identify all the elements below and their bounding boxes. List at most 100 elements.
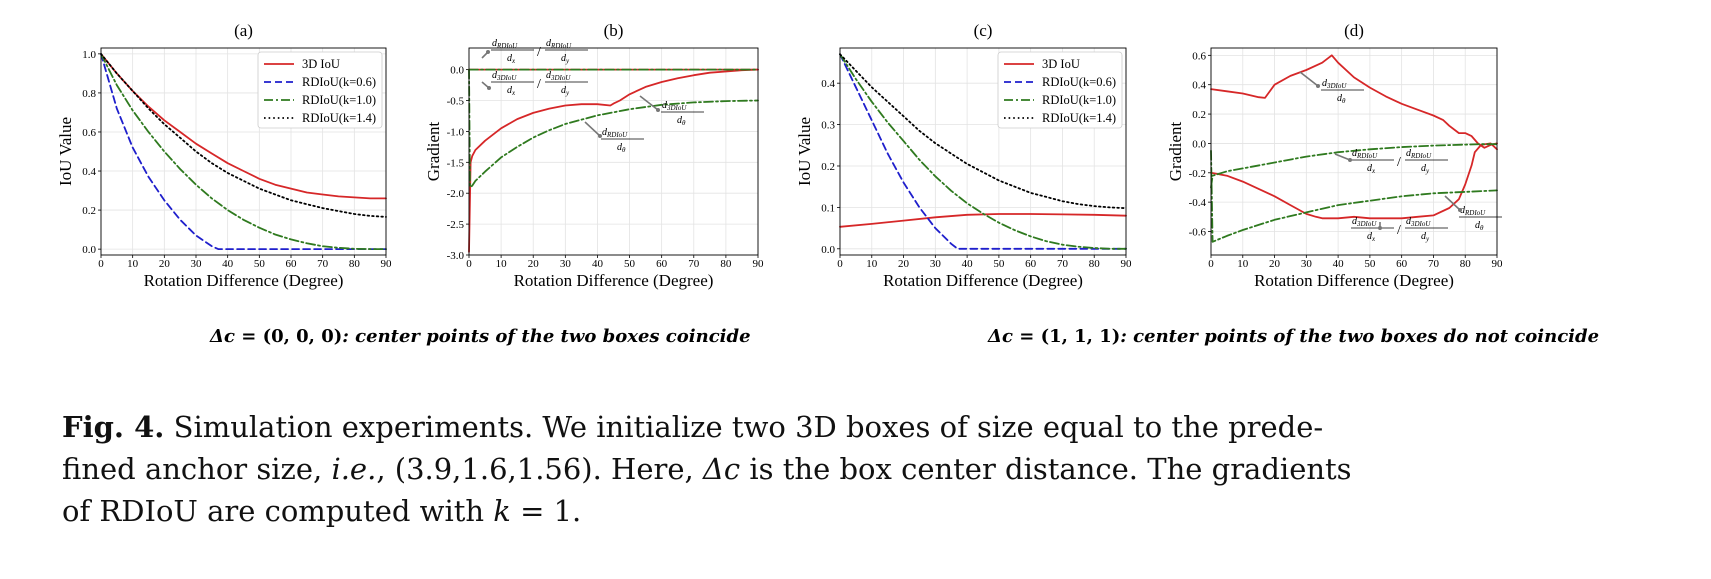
annotation-denominator: dx [507,53,516,65]
y-tick-label: 0.2 [82,205,96,217]
y-tick-label: 0.6 [1192,50,1206,62]
x-tick-label: 60 [1025,258,1037,270]
caption-line-2: fined anchor size, i.e., (3.9,1.6,1.56).… [62,448,1662,490]
y-tick-label: -2.0 [447,188,465,200]
x-tick-label: 10 [1237,258,1249,270]
annotation-arrow [1334,153,1351,161]
panel-d: 0 10 20 30 40 50 60 70 80 90 0.6 0.4 0.2 0.0 -0.2 -0.4 -… [1166,21,1503,290]
caption-figure-label: Fig. 4. [62,410,165,444]
x-tick-label: 30 [930,258,942,270]
annotation-numerator-2: dRDIoU [1406,148,1432,160]
x-axis-label: Rotation Difference (Degree) [1254,271,1454,290]
legend-label: RDIoU(k=1.0) [1042,93,1116,107]
plot-frame [100,47,387,256]
y-tick-label: 0.1 [821,202,835,214]
y-tick-label: -0.6 [1189,227,1207,239]
legend-label: RDIoU(k=1.0) [302,93,376,107]
annotation-denominator: dθ [617,142,626,154]
y-tick-label: 0.4 [1192,80,1206,92]
x-tick-label: 50 [993,258,1005,270]
y-tick-label: 0.6 [82,127,96,139]
x-tick-label: 90 [1492,258,1504,270]
x-tick-label: 80 [720,258,732,270]
annotation-numerator-2: d3DIoU [1406,216,1431,228]
panel-title: (b) [604,21,624,40]
caption-line-1: Fig. 4. Simulation experiments. We initi… [62,406,1662,448]
gradient-annotation: d3DIoU dx / d3DIoU dy [491,70,588,97]
y-tick-label: 0.2 [821,161,835,173]
annotation-numerator-2: d3DIoU [546,70,571,82]
legend-label: 3D IoU [1042,57,1080,71]
annotation-arrow [639,95,659,111]
x-tick-label: 40 [1333,258,1345,270]
x-tick-label: 10 [866,258,878,270]
x-axis-label: Rotation Difference (Degree) [883,271,1083,290]
gradient-annotation: d3DIoU dθ [1321,78,1364,105]
annotation-arrow [1444,195,1461,211]
series-line-curve-1 [468,68,759,188]
fraction-slash: / [537,77,541,92]
condition-left-vector: (0, 0, 0) [262,326,343,347]
annotation-numerator: d3DIoU [1352,216,1377,228]
series-line-3d-iou [100,53,387,200]
y-tick-label: 1.0 [82,49,96,61]
series-line-rdiou-k-0-6- [100,53,387,251]
annotation-numerator-2: dRDIoU [546,38,572,50]
caption-text-2d: Δc [702,452,741,486]
legend-label: RDIoU(k=0.6) [1042,75,1116,89]
annotation-arrowhead [1378,226,1382,230]
y-tick-label: 0.0 [450,65,464,77]
y-tick-label: -3.0 [447,250,465,262]
x-tick-label: 80 [1089,258,1101,270]
series-line-curve-3 [1210,149,1498,243]
panel-a: 0 10 20 30 40 50 60 70 80 90 0.0 0.2 0.4 0.6 0.8 1.0 (a)… [56,21,392,290]
series-line-curve-2 [1210,143,1498,189]
legend: 3D IoU RDIoU(k=0.6) RDIoU(k=1.0) RDIoU(k=1.… [997,51,1123,129]
x-tick-label: 30 [560,258,572,270]
x-tick-label: 60 [1396,258,1408,270]
annotation-arrow [1299,71,1319,87]
y-tick-label: 0.4 [821,78,835,90]
x-tick-label: 70 [317,258,329,270]
figure-caption: Fig. 4. Simulation experiments. We initi… [62,406,1662,532]
annotation-denominator: dθ [1475,220,1484,232]
panel-b: 0 10 20 30 40 50 60 70 80 90 0.0 -0.5 -1.0 -1.5 -2.0 -2… [424,21,764,290]
x-tick-label: 20 [159,258,171,270]
y-tick-label: 0.8 [82,88,96,100]
caption-text-2e: is the box center distance. The gradient… [740,452,1352,486]
gradient-annotation: dRDIoU dθ [1459,205,1502,232]
x-tick-label: 0 [1208,258,1214,270]
x-tick-label: 70 [688,258,700,270]
condition-right-desc: : center points of the two boxes do not … [1120,326,1600,347]
y-tick-label: 0.4 [82,166,96,178]
annotation-denominator-2: dy [1421,163,1430,175]
series-line-rdiou-k-1-0- [100,53,387,251]
y-tick-label: -1.0 [447,126,465,138]
x-tick-label: 40 [962,258,974,270]
fraction-slash: / [537,45,541,60]
annotation-numerator: d3DIoU [662,100,687,112]
panel-title: (a) [234,21,253,40]
annotation-denominator: dx [1367,231,1376,243]
annotation-numerator: dRDIoU [1460,205,1486,217]
y-axis-label: IoU Value [795,117,814,186]
x-tick-label: 40 [222,258,234,270]
condition-left: Δc = (0, 0, 0): center points of the two… [210,326,751,347]
x-tick-label: 0 [837,258,843,270]
x-tick-label: 70 [1428,258,1440,270]
series-line-rdiou-k-0-6- [839,53,1127,250]
annotation-denominator: dθ [677,115,686,127]
annotation-numerator: dRDIoU [602,127,628,139]
annotation-arrowhead [1458,208,1462,212]
y-tick-label: -1.5 [447,157,465,169]
x-tick-label: 60 [656,258,668,270]
condition-right: Δc = (1, 1, 1): center points of the two… [988,326,1599,347]
x-axis-label: Rotation Difference (Degree) [144,271,344,290]
legend-box [997,51,1123,129]
fraction-slash: / [1397,155,1401,170]
x-tick-label: 30 [1301,258,1313,270]
gradient-annotation: dRDIoU dx / dRDIoU dy [491,38,588,65]
annotation-numerator: dRDIoU [1352,148,1378,160]
y-tick-label: -0.5 [447,96,465,108]
